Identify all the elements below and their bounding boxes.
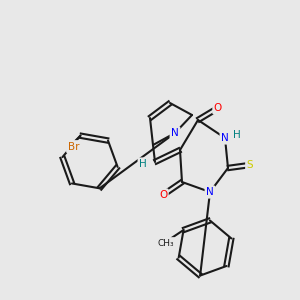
Text: H: H (139, 159, 147, 169)
Text: O: O (214, 103, 222, 113)
Text: S: S (247, 160, 253, 170)
Text: H: H (233, 130, 241, 140)
Text: N: N (206, 187, 214, 197)
Text: N: N (171, 128, 179, 138)
Text: Br: Br (68, 142, 79, 152)
Text: CH₃: CH₃ (157, 238, 174, 247)
Text: N: N (221, 133, 229, 143)
Text: O: O (159, 190, 167, 200)
